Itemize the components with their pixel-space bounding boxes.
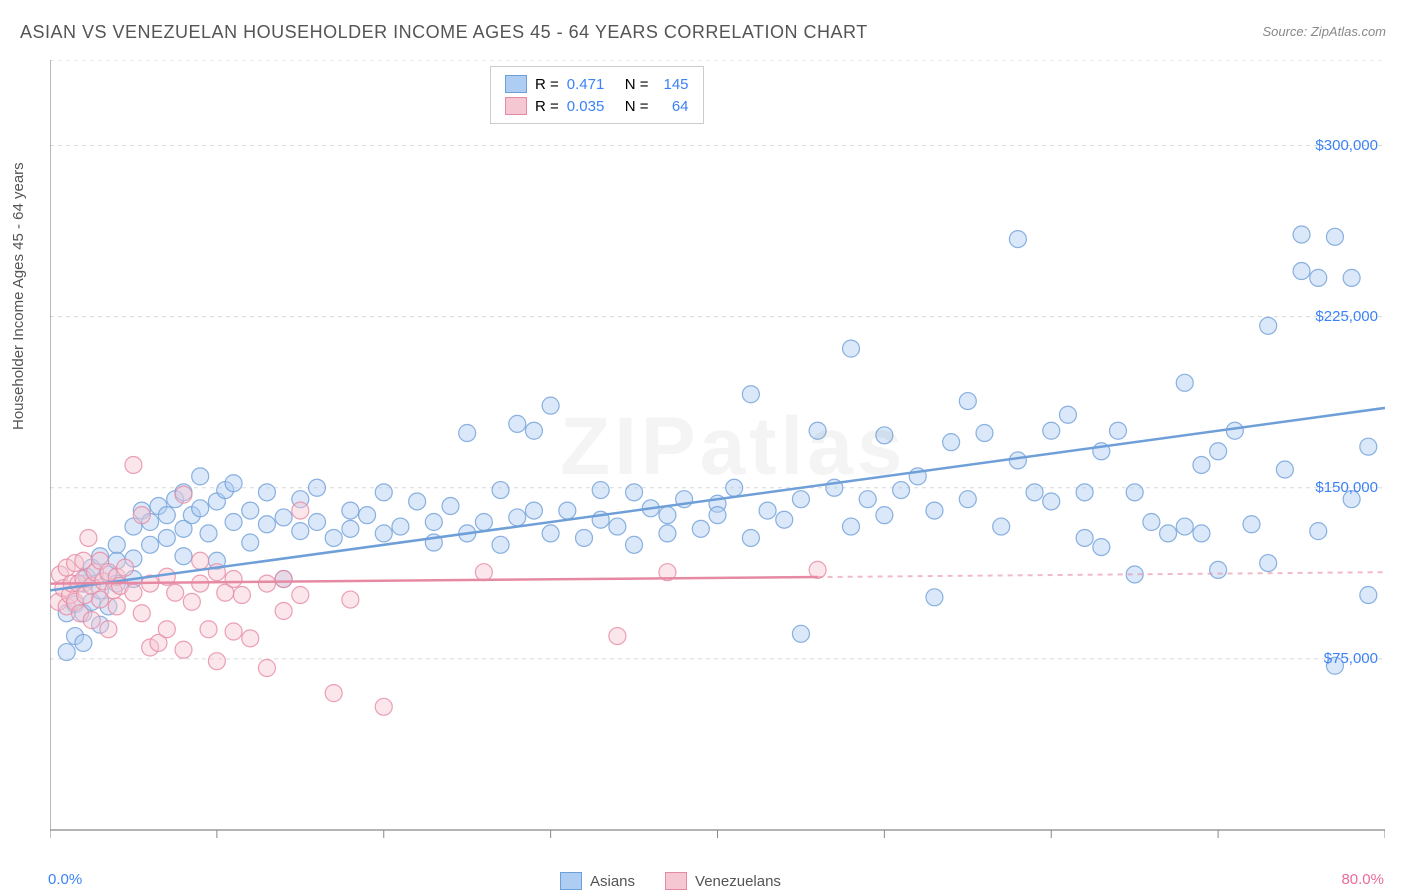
legend-row-asians: R = 0.471 N = 145 [505,73,689,95]
swatch-venezuelans [505,97,527,115]
r-label: R = [535,98,559,115]
legend-label: Venezuelans [695,873,781,890]
y-tick-label: $300,000 [1315,137,1378,154]
y-tick-label: $150,000 [1315,479,1378,496]
correlation-legend: R = 0.471 N = 145 R = 0.035 N = 64 [490,66,704,124]
legend-item-asians: Asians [560,872,635,890]
y-axis-label: Householder Income Ages 45 - 64 years [10,162,27,430]
legend-item-venezuelans: Venezuelans [665,872,781,890]
source-attribution: Source: ZipAtlas.com [1262,24,1386,39]
swatch-asians [505,75,527,93]
chart-plot-area [50,60,1385,830]
legend-label: Asians [590,873,635,890]
scatter-svg [50,60,1385,860]
y-tick-label: $225,000 [1315,308,1378,325]
n-value: 64 [657,98,689,115]
swatch-asians-icon [560,872,582,890]
series-legend: Asians Venezuelans [560,872,781,890]
legend-row-venezuelans: R = 0.035 N = 64 [505,95,689,117]
r-value: 0.471 [567,76,617,93]
r-label: R = [535,76,559,93]
chart-title: ASIAN VS VENEZUELAN HOUSEHOLDER INCOME A… [20,22,868,43]
y-tick-label: $75,000 [1324,650,1378,667]
n-label: N = [625,76,649,93]
n-label: N = [625,98,649,115]
x-axis-max-label: 80.0% [1341,871,1384,888]
x-axis-min-label: 0.0% [48,871,82,888]
n-value: 145 [657,76,689,93]
r-value: 0.035 [567,98,617,115]
swatch-venezuelans-icon [665,872,687,890]
